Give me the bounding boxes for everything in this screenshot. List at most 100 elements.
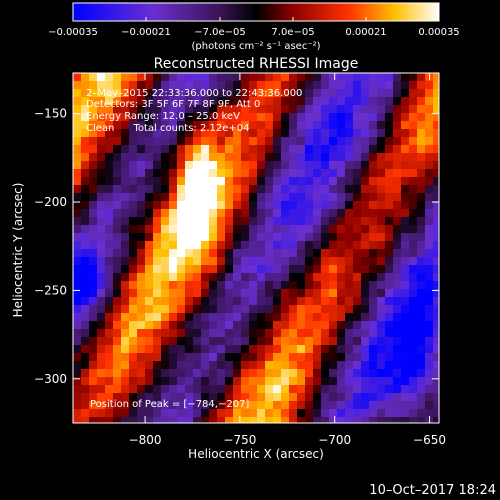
heatmap-cell — [145, 185, 154, 194]
heatmap-cell — [233, 209, 242, 218]
heatmap-cell — [161, 321, 170, 330]
heatmap-image — [73, 73, 439, 423]
heatmap-cell — [209, 217, 218, 226]
colorbar-tick-label-1: −0.00021 — [121, 27, 171, 38]
heatmap-cell — [153, 353, 162, 362]
heatmap-cell — [321, 217, 330, 226]
heatmap-cell — [193, 169, 202, 178]
heatmap-cell — [353, 233, 362, 242]
heatmap-cell — [105, 401, 114, 410]
heatmap-cell — [97, 137, 106, 146]
heatmap-cell — [153, 401, 162, 410]
heatmap-cell — [169, 137, 178, 146]
heatmap-cell — [241, 337, 250, 346]
heatmap-cell — [249, 217, 258, 226]
heatmap-cell — [233, 409, 242, 418]
heatmap-cell — [233, 105, 242, 114]
heatmap-cell — [297, 121, 306, 130]
heatmap-cell — [321, 129, 330, 138]
heatmap-cell — [209, 241, 218, 250]
heatmap-cell — [225, 385, 234, 394]
heatmap-cell — [113, 105, 122, 114]
heatmap-cell — [417, 281, 426, 290]
heatmap-cell — [321, 377, 330, 386]
heatmap-cell — [105, 385, 114, 394]
heatmap-cell — [265, 297, 274, 306]
heatmap-cell — [129, 377, 138, 386]
heatmap-cell — [105, 305, 114, 314]
heatmap-cell — [321, 169, 330, 178]
heatmap-cell — [81, 369, 90, 378]
heatmap-cell — [297, 113, 306, 122]
heatmap-cell — [73, 385, 82, 394]
heatmap-cell — [97, 209, 106, 218]
heatmap-cell — [281, 353, 290, 362]
heatmap-cell — [329, 265, 338, 274]
heatmap-cell — [345, 113, 354, 122]
heatmap-cell — [105, 225, 114, 234]
heatmap-cell — [385, 97, 394, 106]
heatmap-cell — [233, 113, 242, 122]
heatmap-cell — [433, 217, 439, 226]
heatmap-cell — [97, 201, 106, 210]
heatmap-cell — [217, 353, 226, 362]
heatmap-cell — [241, 233, 250, 242]
heatmap-cell — [201, 241, 210, 250]
heatmap-cell — [89, 73, 98, 82]
heatmap-cell — [193, 321, 202, 330]
heatmap-cell — [209, 265, 218, 274]
heatmap-cell — [113, 329, 122, 338]
heatmap-cell — [153, 185, 162, 194]
heatmap-cell — [409, 249, 418, 258]
heatmap-cell — [297, 177, 306, 186]
heatmap-cell — [201, 233, 210, 242]
heatmap-cell — [337, 409, 346, 418]
heatmap-cell — [113, 89, 122, 98]
heatmap-cell — [121, 249, 130, 258]
heatmap-cell — [345, 73, 354, 82]
heatmap-cell — [161, 393, 170, 402]
heatmap-cell — [225, 409, 234, 418]
heatmap-cell — [321, 337, 330, 346]
heatmap-cell — [145, 337, 154, 346]
heatmap-cell — [377, 137, 386, 146]
heatmap-cell — [249, 129, 258, 138]
heatmap-cell — [193, 105, 202, 114]
heatmap-cell — [137, 369, 146, 378]
heatmap-cell — [401, 217, 410, 226]
heatmap-cell — [425, 345, 434, 354]
heatmap-cell — [121, 161, 130, 170]
heatmap-cell — [249, 345, 258, 354]
heatmap-cell — [241, 401, 250, 410]
heatmap-cell — [113, 361, 122, 370]
heatmap-cell — [265, 153, 274, 162]
heatmap-cell — [409, 353, 418, 362]
heatmap-cell — [289, 329, 298, 338]
heatmap-cell — [217, 89, 226, 98]
heatmap-cell — [329, 305, 338, 314]
heatmap-cell — [169, 153, 178, 162]
heatmap-cell — [233, 361, 242, 370]
heatmap-cell — [377, 385, 386, 394]
heatmap-cell — [89, 265, 98, 274]
heatmap-cell — [233, 233, 242, 242]
heatmap-cell — [89, 137, 98, 146]
heatmap-cell — [321, 185, 330, 194]
heatmap-cell — [329, 361, 338, 370]
heatmap-cell — [113, 241, 122, 250]
heatmap-cell — [225, 273, 234, 282]
heatmap-cell — [169, 337, 178, 346]
heatmap-cell — [297, 417, 306, 423]
heatmap-cell — [129, 105, 138, 114]
heatmap-cell — [265, 321, 274, 330]
heatmap-cell — [433, 105, 439, 114]
heatmap-cell — [361, 353, 370, 362]
heatmap-cell — [273, 185, 282, 194]
heatmap-cell — [361, 169, 370, 178]
heatmap-cell — [281, 297, 290, 306]
heatmap-cell — [305, 409, 314, 418]
heatmap-cell — [177, 393, 186, 402]
heatmap-cell — [281, 209, 290, 218]
heatmap-cell — [185, 169, 194, 178]
heatmap-cell — [353, 337, 362, 346]
